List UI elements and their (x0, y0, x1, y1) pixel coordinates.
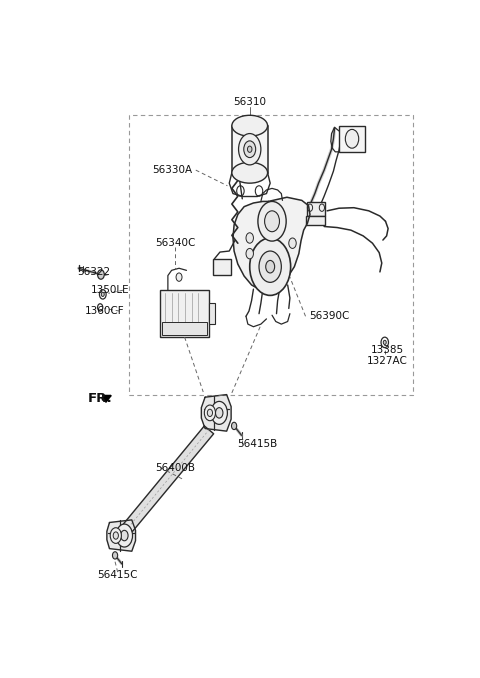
Circle shape (204, 405, 216, 420)
Circle shape (97, 270, 104, 279)
Circle shape (345, 129, 359, 148)
Circle shape (110, 527, 121, 543)
Ellipse shape (232, 115, 267, 136)
Bar (339, 125, 365, 152)
Polygon shape (122, 426, 214, 532)
Text: FR.: FR. (88, 392, 113, 405)
Text: 56322: 56322 (77, 267, 110, 277)
Text: 56310: 56310 (233, 97, 266, 107)
Bar (160, 290, 209, 337)
Circle shape (116, 524, 132, 547)
Circle shape (97, 304, 103, 311)
Circle shape (207, 410, 213, 416)
Text: 1360CF: 1360CF (85, 306, 124, 316)
Circle shape (101, 292, 104, 296)
Circle shape (248, 146, 252, 153)
Bar (162, 321, 207, 334)
Ellipse shape (232, 162, 267, 183)
Bar (209, 303, 216, 324)
Text: 1327AC: 1327AC (367, 356, 408, 365)
Text: 1350LE: 1350LE (91, 285, 130, 295)
Polygon shape (202, 395, 231, 431)
Polygon shape (107, 520, 135, 551)
Bar (307, 203, 325, 216)
Circle shape (112, 552, 118, 559)
Text: 56415C: 56415C (97, 570, 138, 580)
Text: 56400B: 56400B (156, 462, 195, 473)
Circle shape (120, 530, 128, 541)
Circle shape (246, 233, 253, 243)
Text: 56340C: 56340C (155, 238, 195, 248)
Circle shape (231, 422, 237, 430)
Circle shape (381, 337, 388, 348)
Circle shape (383, 340, 386, 344)
Circle shape (246, 248, 253, 259)
Circle shape (258, 201, 286, 241)
Text: 56390C: 56390C (309, 311, 349, 321)
Text: 13385: 13385 (371, 345, 404, 355)
Circle shape (211, 401, 228, 424)
Text: 56330A: 56330A (152, 165, 192, 175)
Circle shape (176, 273, 182, 281)
Polygon shape (233, 197, 310, 290)
Circle shape (244, 141, 256, 157)
Bar (129, 115, 413, 395)
Bar (232, 125, 267, 173)
Bar (213, 259, 231, 275)
Circle shape (259, 251, 281, 282)
Circle shape (113, 532, 119, 539)
Circle shape (250, 238, 290, 296)
Circle shape (239, 134, 261, 165)
Circle shape (99, 290, 106, 299)
Text: 56415B: 56415B (237, 439, 277, 450)
Bar (305, 216, 325, 226)
Circle shape (289, 238, 296, 248)
Circle shape (266, 260, 275, 273)
Circle shape (216, 407, 223, 418)
Circle shape (264, 211, 279, 232)
